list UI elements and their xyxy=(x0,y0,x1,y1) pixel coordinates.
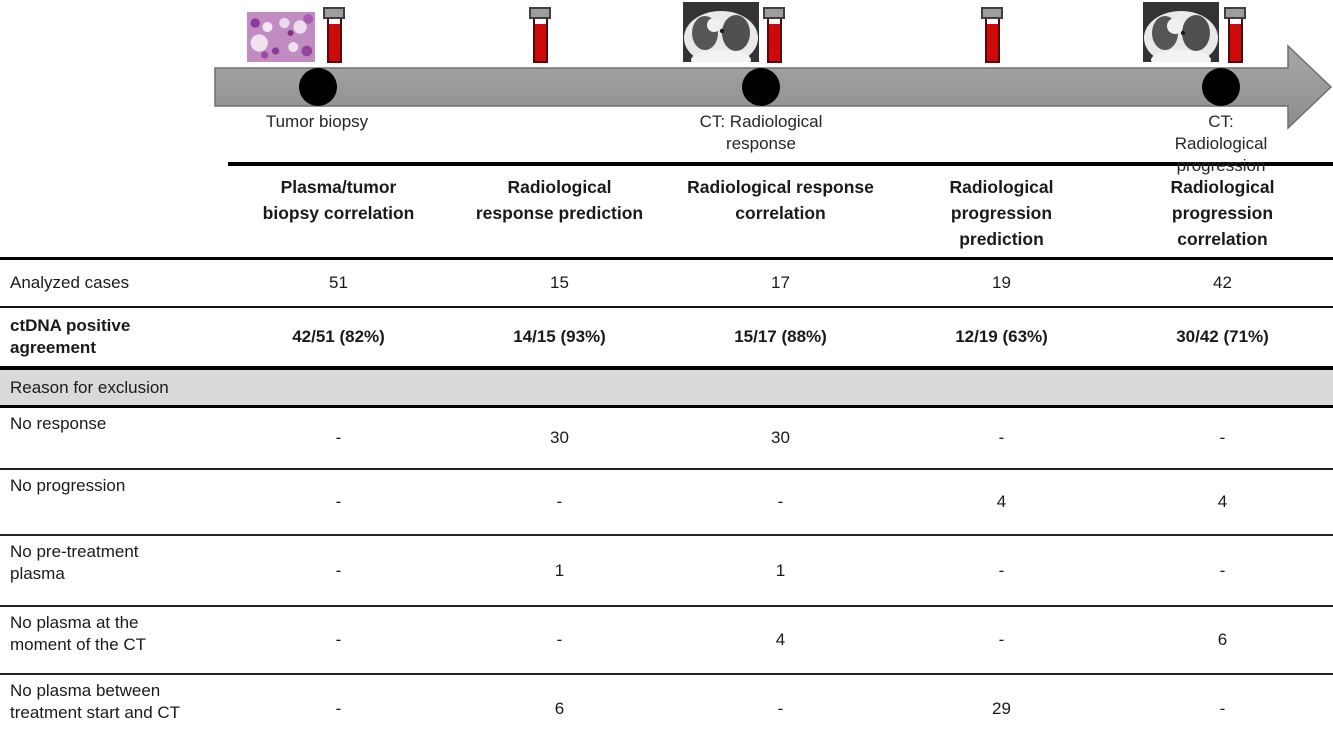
ct-scan-icon xyxy=(1143,2,1219,62)
cell-value: - xyxy=(228,605,449,674)
row-label: No progression xyxy=(0,468,228,535)
column-header: Radiological response prediction xyxy=(449,162,670,259)
timeline-marker-response xyxy=(742,68,780,106)
treatment-timeline: Tumor biopsy CT: Radiological response C… xyxy=(0,0,1333,175)
tube-blood xyxy=(766,19,782,63)
table-row-ctdna-agreement: ctDNA positive agreement 42/51 (82%) 14/… xyxy=(0,306,1333,368)
table-row-no-pretreatment-plasma: No pre-treatment plasma - 1 1 - - xyxy=(0,534,1333,606)
timeline-label-progression: CT: Radiological progression xyxy=(1174,112,1268,175)
cell-value: - xyxy=(228,468,449,535)
blood-tube-icon xyxy=(528,7,552,63)
blood-tube-icon xyxy=(1223,7,1247,63)
cell-value: 6 xyxy=(449,673,670,739)
table-row-no-response: No response - 30 30 - - xyxy=(0,405,1333,469)
cell-value: 1 xyxy=(449,534,670,606)
cell-value: 12/19 (63%) xyxy=(891,306,1112,368)
cell-value: 15 xyxy=(449,257,670,307)
cell-value: 19 xyxy=(891,257,1112,307)
tube-cap xyxy=(763,7,785,19)
tube-blood xyxy=(1227,19,1243,63)
cell-value: 6 xyxy=(1112,605,1333,674)
cell-value: - xyxy=(1112,405,1333,469)
cell-value: - xyxy=(891,534,1112,606)
cell-value: - xyxy=(670,468,891,535)
column-header: Radiological response correlation xyxy=(670,162,891,259)
timeline-marker-biopsy xyxy=(299,68,337,106)
section-header-label: Reason for exclusion xyxy=(0,366,1333,408)
ct-scan-icon xyxy=(683,2,759,62)
table-header-row: Plasma/tumor biopsy correlation Radiolog… xyxy=(0,162,1333,259)
timeline-arrow xyxy=(214,44,1333,130)
column-header: Radiological progression correlation xyxy=(1112,162,1333,259)
cell-value: 30 xyxy=(449,405,670,469)
timeline-marker-progression xyxy=(1202,68,1240,106)
cell-value: 30/42 (71%) xyxy=(1112,306,1333,368)
tumor-biopsy-histology-icon xyxy=(247,12,315,62)
row-label: No pre-treatment plasma xyxy=(0,534,228,606)
tube-cap xyxy=(323,7,345,19)
cell-value: 1 xyxy=(670,534,891,606)
cell-value: - xyxy=(891,405,1112,469)
cell-value: 15/17 (88%) xyxy=(670,306,891,368)
row-label: No plasma between treatment start and CT xyxy=(0,673,228,739)
row-label: No plasma at the moment of the CT xyxy=(0,605,228,674)
blood-tube-icon xyxy=(762,7,786,63)
tube-cap xyxy=(529,7,551,19)
cell-value: - xyxy=(228,405,449,469)
cell-value: 42 xyxy=(1112,257,1333,307)
results-table: Plasma/tumor biopsy correlation Radiolog… xyxy=(0,162,1333,739)
timeline-label-biopsy: Tumor biopsy xyxy=(265,112,369,131)
cell-value: - xyxy=(1112,534,1333,606)
cell-value: - xyxy=(891,605,1112,674)
cell-value: 30 xyxy=(670,405,891,469)
tube-cap xyxy=(1224,7,1246,19)
cell-value: - xyxy=(228,673,449,739)
row-label: Analyzed cases xyxy=(0,257,228,307)
table-section-header-row: Reason for exclusion xyxy=(0,366,1333,408)
cell-value: - xyxy=(670,673,891,739)
cell-value: - xyxy=(1112,673,1333,739)
row-label: No response xyxy=(0,405,228,469)
blood-tube-icon xyxy=(980,7,1004,63)
cell-value: 14/15 (93%) xyxy=(449,306,670,368)
table-row-no-plasma-at-ct: No plasma at the moment of the CT - - 4 … xyxy=(0,605,1333,674)
table-row-analyzed-cases: Analyzed cases 51 15 17 19 42 xyxy=(0,257,1333,307)
tube-blood xyxy=(326,19,342,63)
cell-value: 4 xyxy=(891,468,1112,535)
cell-value: - xyxy=(449,605,670,674)
row-label: ctDNA positive agreement xyxy=(0,306,228,368)
blood-tube-icon xyxy=(322,7,346,63)
tube-cap xyxy=(981,7,1003,19)
table-row-no-progression: No progression - - - 4 4 xyxy=(0,468,1333,535)
tube-blood xyxy=(532,19,548,63)
table-row-no-plasma-between: No plasma between treatment start and CT… xyxy=(0,673,1333,739)
timeline-label-response: CT: Radiological response xyxy=(699,112,823,153)
column-header: Plasma/tumor biopsy correlation xyxy=(228,162,449,259)
cell-value: 51 xyxy=(228,257,449,307)
cell-value: 29 xyxy=(891,673,1112,739)
cell-value: - xyxy=(228,534,449,606)
cell-value: - xyxy=(449,468,670,535)
column-header: Radiological progression prediction xyxy=(891,162,1112,259)
cell-value: 42/51 (82%) xyxy=(228,306,449,368)
header-corner-cell xyxy=(0,164,228,259)
cell-value: 17 xyxy=(670,257,891,307)
cell-value: 4 xyxy=(1112,468,1333,535)
cell-value: 4 xyxy=(670,605,891,674)
tube-blood xyxy=(984,19,1000,63)
